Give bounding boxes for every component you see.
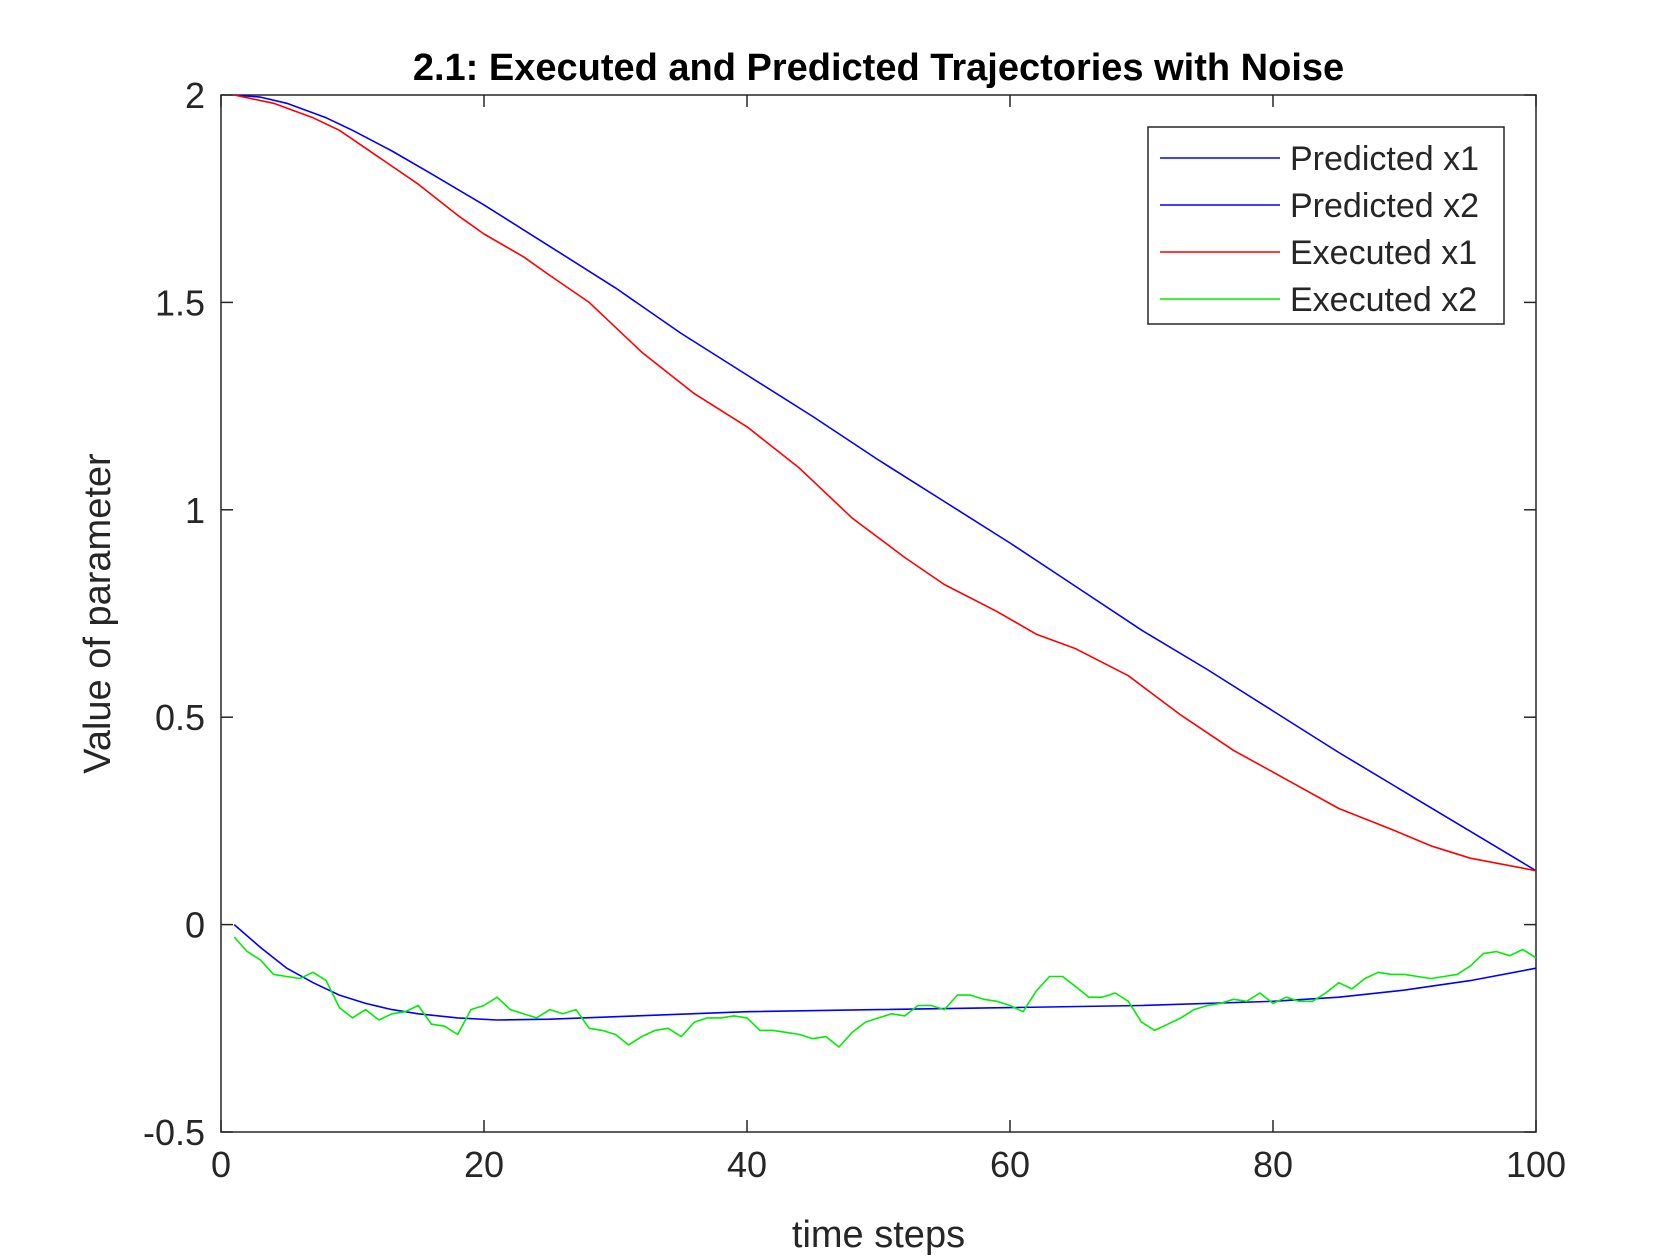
legend-label: Executed x2 — [1290, 281, 1477, 319]
y-tick-label: 2 — [185, 75, 205, 116]
y-tick-label: 1.5 — [155, 282, 205, 323]
y-tick-label: 0.5 — [155, 697, 205, 738]
legend: Predicted x1 Predicted x2 Executed x1 Execu… — [1147, 126, 1505, 325]
series-line-1 — [234, 94, 1537, 872]
y-axis-label: Value of parameter — [77, 453, 119, 774]
y-axis-ticks: -0.5 0 0.5 1 1.5 2 — [143, 75, 1536, 1153]
x-tick-label: 80 — [1253, 1144, 1293, 1185]
y-tick-label: 1 — [185, 490, 205, 531]
series-line-4 — [233, 936, 1537, 1048]
legend-label: Predicted x1 — [1290, 140, 1479, 178]
x-axis-label: time steps — [792, 1214, 965, 1256]
x-axis-ticks: 0 20 40 60 80 100 — [211, 95, 1566, 1185]
legend-items: Predicted x1 Predicted x2 Executed x1 Execu… — [1160, 140, 1479, 319]
legend-label: Executed x1 — [1290, 234, 1477, 272]
series-line-3 — [234, 94, 1537, 872]
y-tick-label: 0 — [185, 905, 205, 946]
x-tick-label: 100 — [1506, 1144, 1566, 1185]
series-layer — [233, 94, 1537, 1048]
x-tick-label: 20 — [464, 1144, 504, 1185]
x-tick-label: 40 — [727, 1144, 767, 1185]
x-tick-label: 0 — [211, 1144, 231, 1185]
legend-label: Predicted x2 — [1290, 187, 1479, 225]
y-tick-label: -0.5 — [143, 1112, 205, 1153]
legend-box — [1147, 126, 1505, 325]
x-tick-label: 60 — [990, 1144, 1030, 1185]
chart-title: 2.1: Executed and Predicted Trajectories… — [413, 47, 1344, 89]
